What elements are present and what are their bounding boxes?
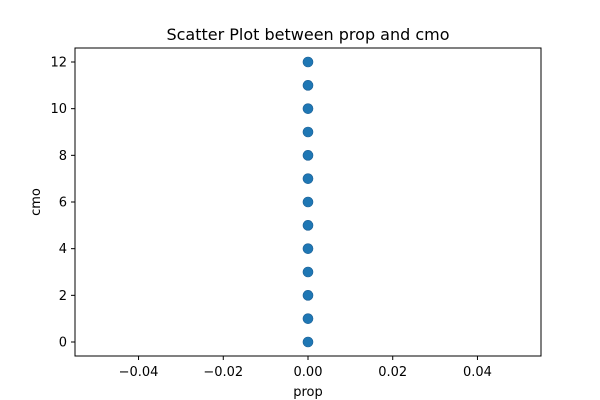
x-tick-label: 0.00 <box>294 365 323 380</box>
y-tick-label: 0 <box>59 336 67 351</box>
y-tick-label: 6 <box>59 196 67 211</box>
y-tick-label: 2 <box>59 289 67 304</box>
data-point <box>302 173 314 184</box>
data-point <box>302 196 314 208</box>
x-axis-label: prop <box>293 385 323 400</box>
y-tick-label: 8 <box>59 149 67 164</box>
y-tick-label: 4 <box>59 242 67 257</box>
x-tick-label: 0.02 <box>378 365 407 380</box>
y-axis-ticks: 0 2 4 6 8 10 12 <box>50 56 75 351</box>
data-point <box>302 103 314 114</box>
data-point <box>302 290 314 301</box>
x-tick-label: 0.04 <box>463 365 492 380</box>
data-point <box>302 336 314 348</box>
y-axis-label: cmo <box>29 188 44 216</box>
data-point <box>302 56 314 68</box>
data-point <box>302 220 314 231</box>
data-point <box>302 126 314 138</box>
x-axis-ticks: −0.04 −0.02 0.00 0.02 0.04 <box>119 356 492 380</box>
x-tick-label: −0.04 <box>119 365 159 380</box>
y-tick-label: 10 <box>50 102 67 117</box>
chart-title: Scatter Plot between prop and cmo <box>166 25 449 44</box>
data-point <box>302 266 314 278</box>
x-tick-label: −0.02 <box>203 365 243 380</box>
plot-area <box>74 47 542 357</box>
data-point <box>302 313 314 324</box>
data-point <box>302 80 314 91</box>
data-point <box>302 243 314 254</box>
y-tick-label: 12 <box>50 56 67 71</box>
data-points <box>302 56 314 348</box>
data-point <box>302 150 314 161</box>
